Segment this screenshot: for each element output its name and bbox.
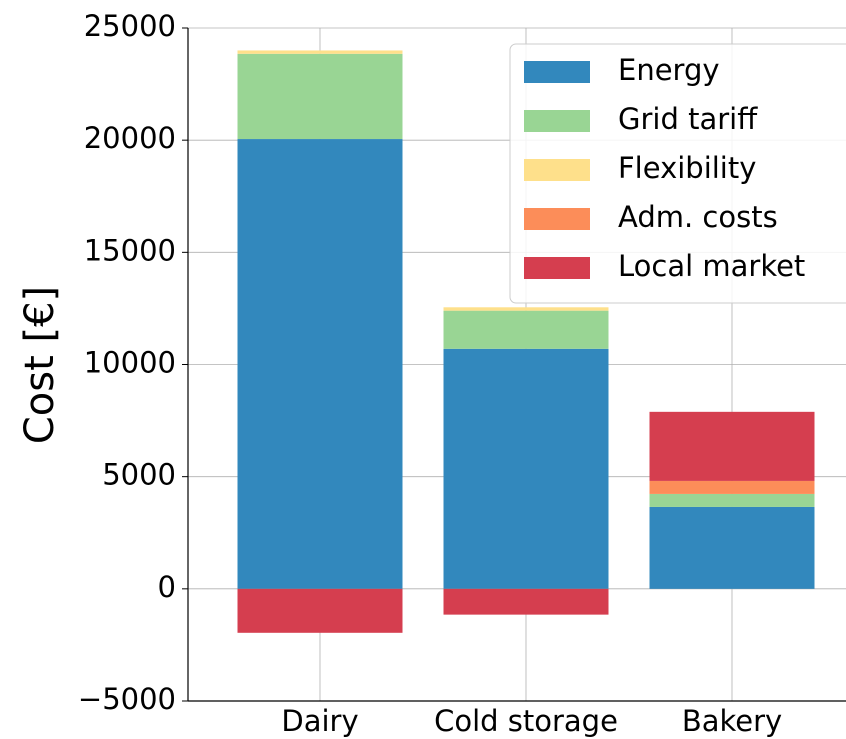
- y-tick-label: 5000: [102, 458, 176, 492]
- bar-segment: [237, 50, 403, 54]
- x-tick-label: Cold storage: [434, 704, 618, 738]
- y-tick-label: 20000: [84, 121, 176, 155]
- bar-segment: [237, 139, 403, 589]
- legend-swatch: [524, 257, 590, 279]
- bar-segment: [649, 411, 815, 481]
- y-tick-label: 10000: [84, 346, 176, 380]
- legend-label: Flexibility: [618, 151, 756, 185]
- legend-label: Local market: [618, 249, 805, 283]
- bar-segment: [443, 310, 609, 349]
- y-axis-label: Cost [€]: [17, 286, 63, 444]
- bar-segment: [237, 53, 403, 140]
- bar-segment: [443, 307, 609, 311]
- legend-swatch: [524, 61, 590, 83]
- bar-segment: [237, 588, 403, 633]
- y-tick-label: 15000: [84, 233, 176, 267]
- legend-swatch: [524, 208, 590, 230]
- bar-segment: [649, 493, 815, 507]
- bar-segment: [649, 480, 815, 494]
- y-tick-label: 25000: [84, 9, 176, 43]
- y-tick-label: −5000: [78, 682, 176, 716]
- y-tick-label: 0: [158, 570, 176, 604]
- bar-segment: [443, 348, 609, 589]
- x-tick-label: Bakery: [682, 704, 782, 738]
- legend-label: Energy: [618, 53, 720, 87]
- legend-box: [509, 43, 846, 304]
- legend-swatch: [524, 110, 590, 132]
- bar-segment: [649, 506, 815, 589]
- legend-swatch: [524, 159, 590, 181]
- bar-segment: [443, 588, 609, 615]
- x-tick-label: Dairy: [281, 704, 358, 738]
- legend-label: Grid tariff: [618, 102, 758, 136]
- legend-label: Adm. costs: [618, 200, 778, 234]
